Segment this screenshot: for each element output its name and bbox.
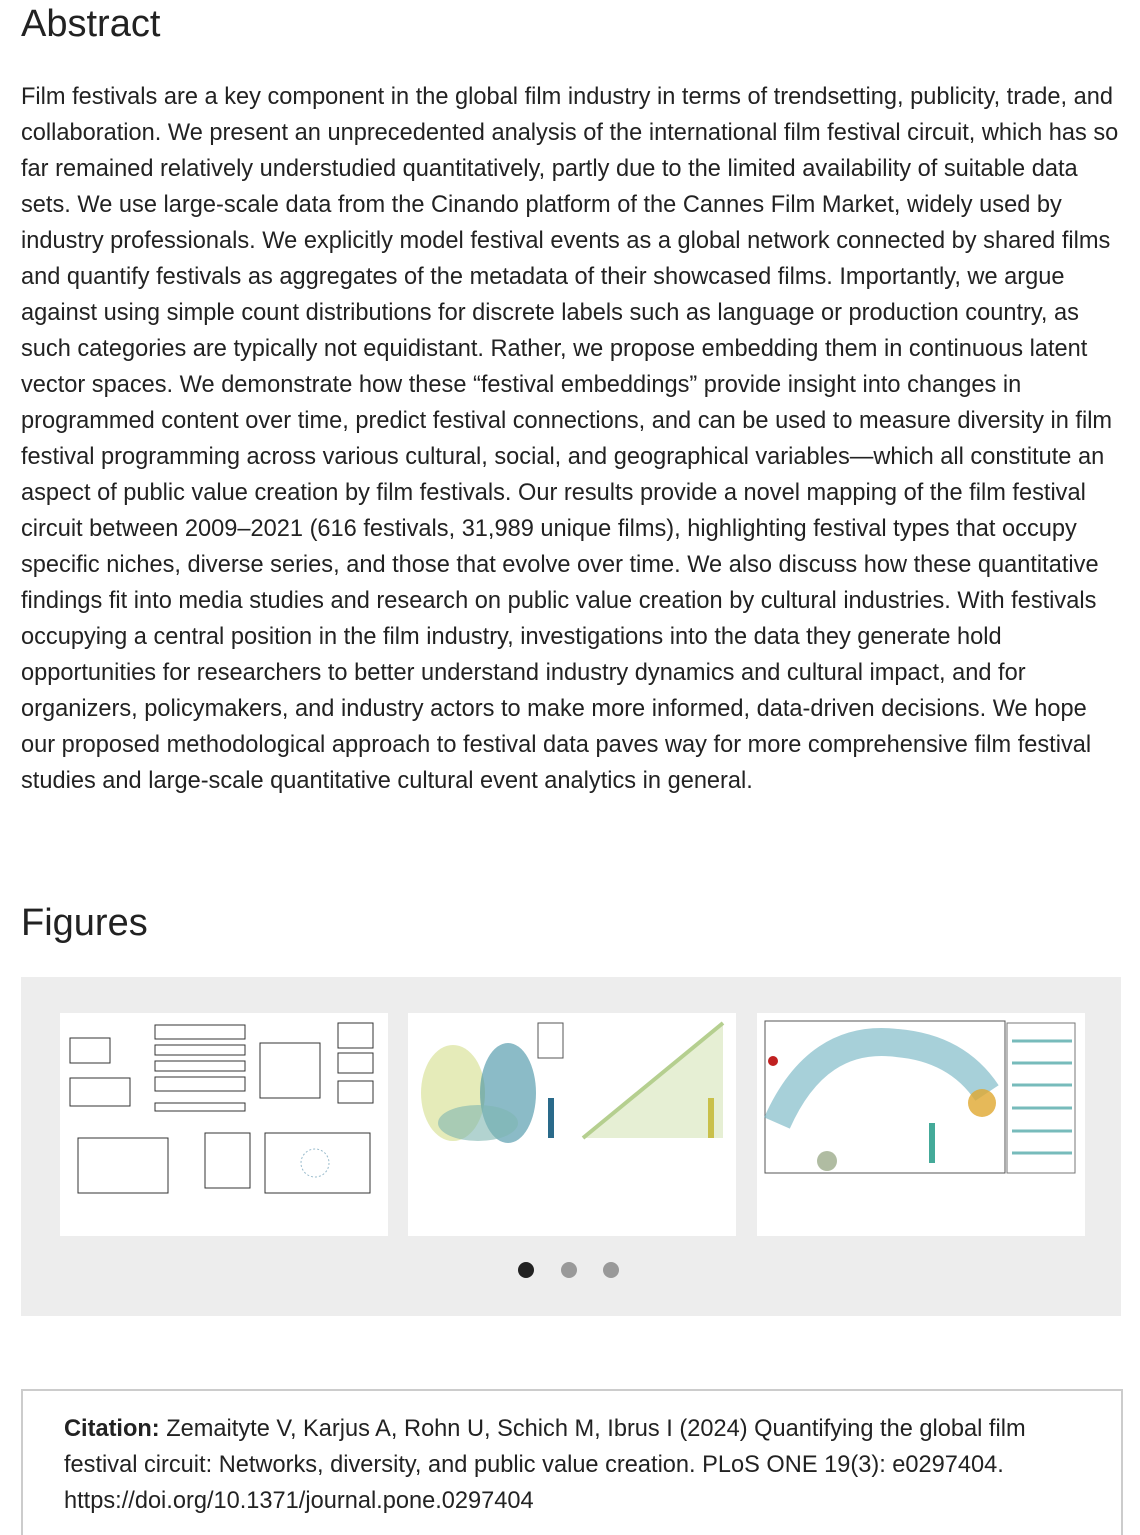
thumbnail-image: [764, 1020, 1076, 1174]
figure-thumbnail[interactable]: [757, 1013, 1085, 1236]
thumbnail-image: [69, 1022, 374, 1194]
carousel-dot[interactable]: [603, 1262, 619, 1278]
citation: Citation: Zemaityte V, Karjus A, Rohn U,…: [64, 1411, 1094, 1519]
abstract-heading: Abstract: [21, 3, 161, 45]
thumbnail-image: [421, 1021, 725, 1143]
figure-carousel: [21, 977, 1121, 1316]
citation-box: Citation: Zemaityte V, Karjus A, Rohn U,…: [21, 1389, 1123, 1535]
carousel-dot[interactable]: [561, 1262, 577, 1278]
figure-thumbnail[interactable]: [408, 1013, 736, 1236]
citation-label: Citation:: [64, 1416, 160, 1442]
carousel-dot[interactable]: [518, 1262, 534, 1278]
citation-text: Zemaityte V, Karjus A, Rohn U, Schich M,…: [64, 1416, 1026, 1514]
figure-thumbnail[interactable]: [60, 1013, 388, 1236]
figures-heading: Figures: [21, 902, 148, 944]
abstract-text: Film festivals are a key component in th…: [21, 84, 1119, 794]
